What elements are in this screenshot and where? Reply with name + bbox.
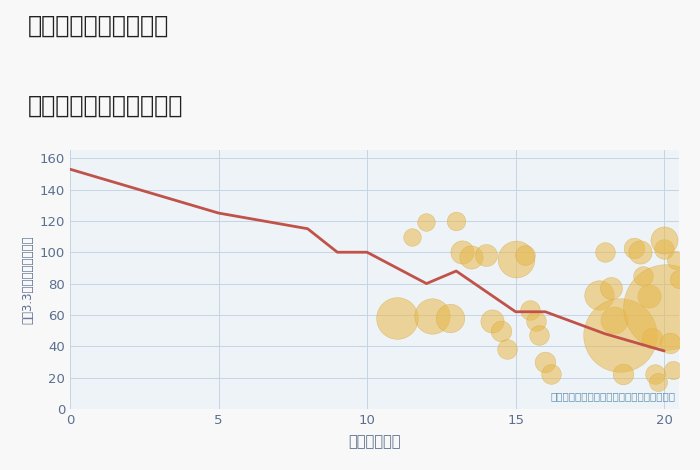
Point <box>510 255 522 262</box>
Point <box>421 219 432 226</box>
Text: 円の大きさは、取引のあった物件面積を示す: 円の大きさは、取引のあった物件面積を示す <box>551 391 676 401</box>
Point <box>671 256 682 264</box>
Point <box>617 371 628 378</box>
Point <box>531 317 542 325</box>
Point <box>629 244 640 251</box>
Point <box>644 292 655 300</box>
Point <box>525 306 536 314</box>
Point <box>605 284 616 292</box>
Point <box>495 327 506 334</box>
Point <box>534 331 545 339</box>
Point <box>638 272 649 280</box>
Point <box>486 317 498 325</box>
Point <box>451 217 462 225</box>
Point <box>659 236 670 243</box>
Point <box>599 249 610 256</box>
Point <box>466 253 477 261</box>
Text: 奈良県生駒市俵口町の: 奈良県生駒市俵口町の <box>28 14 169 38</box>
Point <box>664 339 676 347</box>
Point <box>635 249 646 256</box>
Point <box>406 233 417 240</box>
Point <box>480 251 491 259</box>
X-axis label: 駅距離（分）: 駅距離（分） <box>349 434 400 449</box>
Point <box>608 316 620 323</box>
Point <box>456 249 468 256</box>
Point <box>427 313 438 320</box>
Point <box>519 251 530 259</box>
Point <box>593 291 604 298</box>
Point <box>444 314 456 322</box>
Point <box>652 378 664 386</box>
Point <box>391 314 402 322</box>
Point <box>659 245 670 253</box>
Point <box>501 345 512 353</box>
Text: 駅距離別中古戸建て価格: 駅距離別中古戸建て価格 <box>28 94 183 118</box>
Y-axis label: 坪（3.3㎡）単価（万円）: 坪（3.3㎡）単価（万円） <box>21 235 34 324</box>
Point <box>673 275 685 282</box>
Point <box>650 371 661 378</box>
Point <box>647 335 658 342</box>
Point <box>546 371 557 378</box>
Point <box>660 303 671 311</box>
Point <box>614 331 625 339</box>
Point <box>540 358 551 366</box>
Point <box>668 366 679 374</box>
